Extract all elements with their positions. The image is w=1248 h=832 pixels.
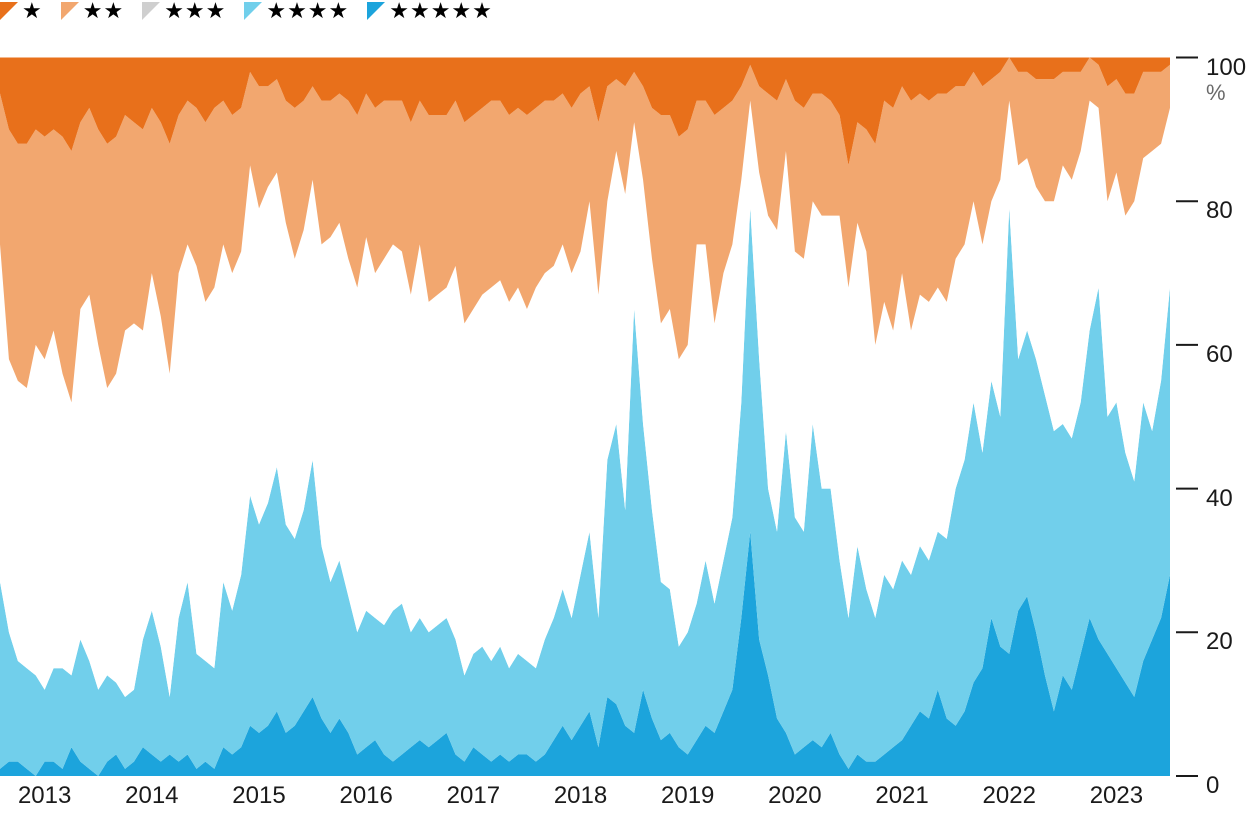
legend-swatch-icon <box>142 2 160 20</box>
legend-item-1star: ★ <box>0 0 43 22</box>
x-tick-label: 2020 <box>768 782 821 810</box>
x-tick-label: 2015 <box>232 782 285 810</box>
legend-swatch-icon <box>61 2 79 20</box>
legend-swatch-icon <box>244 2 262 20</box>
y-tick-label: 100 <box>1206 54 1246 82</box>
x-tick-label: 2019 <box>661 782 714 810</box>
y-percent-label: % <box>1206 80 1226 106</box>
legend-stars: ★★★★★ <box>389 0 493 22</box>
y-tick-label: 0 <box>1206 772 1219 800</box>
x-tick-label: 2014 <box>125 782 178 810</box>
x-tick-label: 2017 <box>447 782 500 810</box>
legend-stars: ★ <box>22 0 43 22</box>
legend-stars: ★★★ <box>164 0 226 22</box>
y-tick-label: 20 <box>1206 628 1233 656</box>
y-tick-label: 40 <box>1206 485 1233 513</box>
legend-swatch-icon <box>367 2 385 20</box>
legend-swatch-icon <box>0 2 18 20</box>
legend-stars: ★★ <box>83 0 124 22</box>
x-tick-label: 2022 <box>983 782 1036 810</box>
y-tick-label: 60 <box>1206 341 1233 369</box>
legend-stars: ★★★★ <box>266 0 349 22</box>
legend-item-3star: ★★★ <box>142 0 226 22</box>
x-tick-label: 2016 <box>339 782 392 810</box>
x-tick-label: 2018 <box>554 782 607 810</box>
legend: ★★★★★★★★★★★★★★★ <box>0 0 493 22</box>
x-tick-label: 2013 <box>18 782 71 810</box>
chart-container: ★★★★★★★★★★★★★★★ 020406080100% 2013201420… <box>0 0 1248 832</box>
y-tick-label: 80 <box>1206 197 1233 225</box>
x-tick-label: 2023 <box>1090 782 1143 810</box>
x-tick-label: 2021 <box>875 782 928 810</box>
legend-item-2star: ★★ <box>61 0 124 22</box>
legend-item-4star: ★★★★ <box>244 0 349 22</box>
legend-item-5star: ★★★★★ <box>367 0 493 22</box>
stacked-area-plot <box>0 0 1248 832</box>
